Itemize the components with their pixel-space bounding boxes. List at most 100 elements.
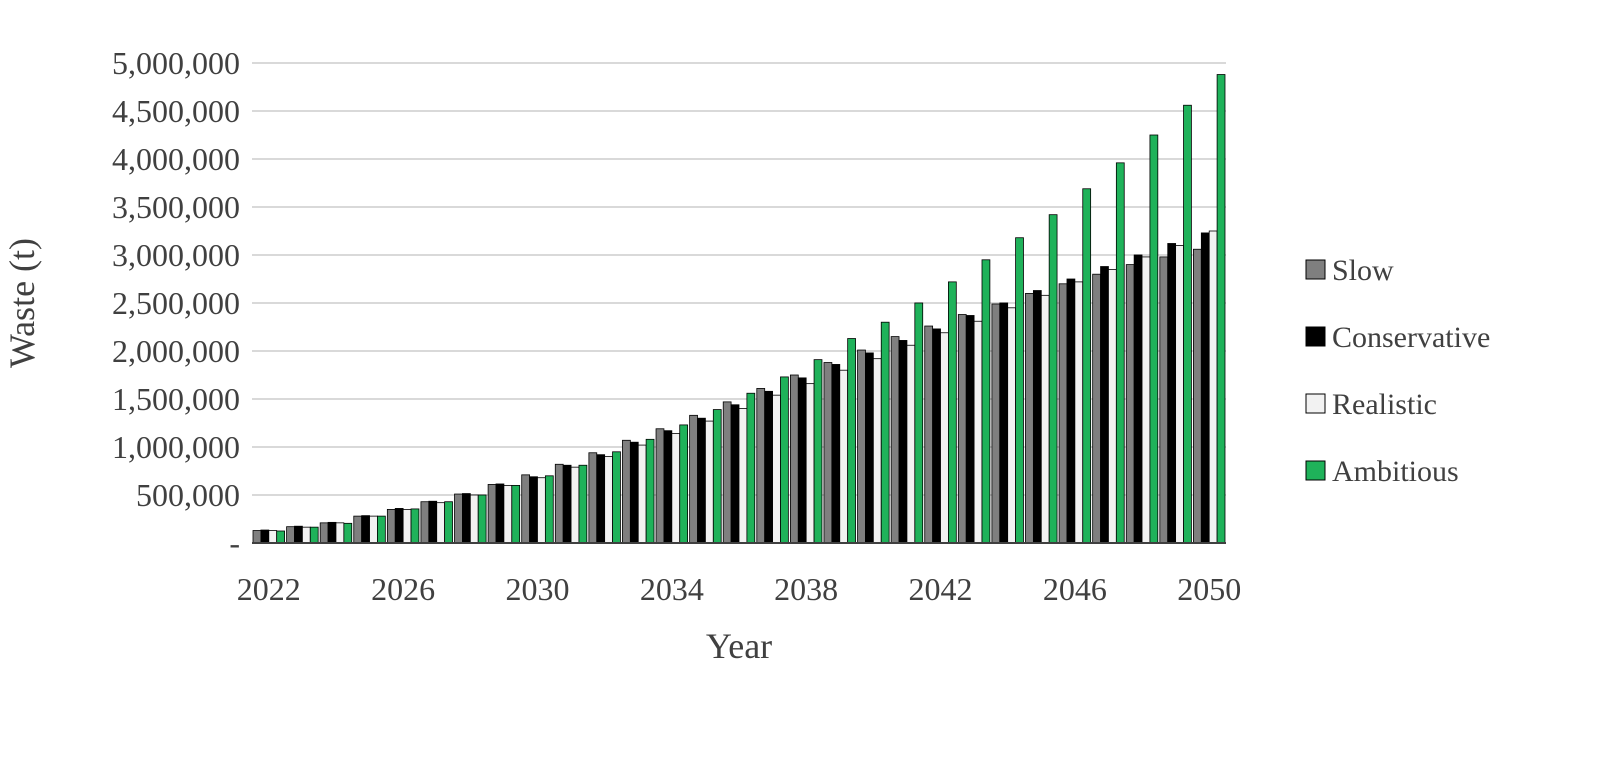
- bar-ambitious-2027: [444, 501, 453, 544]
- bar-conservative-2038: [797, 377, 807, 544]
- bar-realistic-2041: [906, 344, 916, 544]
- legend-label-ambitious: Ambitious: [1332, 455, 1459, 488]
- bar-slow-2025: [353, 515, 363, 544]
- gridlines: [252, 62, 1226, 496]
- bar-conservative-2049: [1167, 243, 1177, 544]
- legend-label-slow: Slow: [1332, 254, 1394, 287]
- bar-conservative-2043: [965, 315, 975, 544]
- bar-realistic-2035: [705, 420, 714, 544]
- bar-realistic-2036: [738, 408, 748, 544]
- bar-conservative-2032: [596, 454, 606, 544]
- bar-conservative-2024: [327, 521, 337, 544]
- bar-slow-2050: [1193, 248, 1202, 544]
- bar-slow-2035: [689, 414, 698, 544]
- bar-conservative-2022: [260, 529, 270, 544]
- bar-ambitious-2029: [511, 484, 521, 544]
- bar-slow-2022: [252, 530, 262, 544]
- bar-slow-2041: [890, 336, 900, 544]
- bar-conservative-2030: [529, 476, 538, 544]
- bar-ambitious-2047: [1115, 162, 1125, 544]
- bar-slow-2045: [1025, 292, 1034, 544]
- bar-ambitious-2038: [813, 359, 823, 544]
- bar-slow-2039: [823, 362, 833, 544]
- bar-ambitious-2033: [645, 438, 655, 544]
- bar-ambitious-2042: [948, 281, 957, 544]
- y-tick-label: 5,000,000: [112, 45, 240, 81]
- bar-realistic-2026: [402, 508, 412, 544]
- bar-realistic-2032: [604, 456, 613, 544]
- legend-label-realistic: Realistic: [1332, 388, 1437, 421]
- bar-conservative-2035: [697, 417, 706, 544]
- bar-realistic-2022: [268, 530, 278, 544]
- bar-ambitious-2034: [679, 424, 689, 544]
- x-axis-ticks: 2022 2026 2030 2034 2038 2042 2046 2050: [237, 571, 1241, 607]
- bar-ambitious-2049: [1183, 104, 1192, 544]
- bar-conservative-2034: [663, 430, 673, 544]
- y-tick-label: 500,000: [136, 477, 240, 513]
- bar-slow-2040: [857, 349, 866, 544]
- bar-conservative-2037: [764, 390, 773, 544]
- y-tick-label: 3,000,000: [112, 237, 240, 273]
- bar-conservative-2023: [294, 525, 303, 544]
- legend: Slow Conservative Realistic Ambitious: [1305, 254, 1490, 488]
- bar-conservative-2045: [1032, 290, 1042, 544]
- bar-conservative-2028: [462, 493, 471, 544]
- bar-realistic-2034: [671, 433, 681, 544]
- bar-ambitious-2043: [981, 259, 991, 544]
- bar-realistic-2037: [772, 394, 781, 544]
- bar-slow-2026: [386, 508, 396, 544]
- bar-slow-2042: [924, 325, 934, 544]
- bar-realistic-2049: [1175, 244, 1184, 544]
- bar-ambitious-2025: [377, 515, 386, 544]
- y-tick-label: 3,500,000: [112, 189, 240, 225]
- bar-conservative-2027: [428, 500, 438, 544]
- bar-slow-2049: [1159, 256, 1169, 544]
- x-tick-label: 2050: [1177, 571, 1241, 607]
- bar-realistic-2045: [1040, 294, 1050, 544]
- bar-conservative-2040: [865, 352, 874, 544]
- legend-swatch-realistic: [1305, 393, 1326, 414]
- bar-conservative-2039: [831, 364, 841, 544]
- bar-ambitious-2044: [1015, 237, 1024, 544]
- bar-realistic-2033: [637, 444, 647, 544]
- bar-slow-2030: [521, 474, 530, 544]
- bar-ambitious-2035: [712, 409, 722, 544]
- bar-slow-2038: [789, 374, 799, 544]
- x-tick-label: 2042: [909, 571, 973, 607]
- bar-realistic-2023: [301, 526, 311, 544]
- y-tick-label: 1,000,000: [112, 429, 240, 465]
- bar-slow-2028: [454, 493, 463, 544]
- bar-slow-2029: [487, 484, 497, 544]
- bar-ambitious-2036: [746, 392, 756, 544]
- bar-ambitious-2050: [1216, 74, 1226, 544]
- bar-ambitious-2032: [612, 451, 621, 544]
- bar-slow-2046: [1058, 283, 1068, 544]
- bar-realistic-2050: [1208, 230, 1218, 544]
- bar-realistic-2047: [1108, 268, 1117, 544]
- bar-ambitious-2022: [276, 530, 285, 544]
- y-tick-label: 2,000,000: [112, 333, 240, 369]
- bar-ambitious-2041: [914, 302, 924, 544]
- y-axis-title: Waste (t): [2, 238, 42, 368]
- bar-conservative-2029: [495, 483, 505, 544]
- x-tick-label: 2034: [640, 571, 704, 607]
- bar-slow-2048: [1125, 264, 1135, 544]
- bar-ambitious-2045: [1048, 214, 1058, 544]
- bar-ambitious-2046: [1082, 188, 1092, 544]
- bars: [252, 74, 1226, 544]
- bar-conservative-2036: [730, 404, 740, 544]
- bar-realistic-2025: [369, 515, 378, 544]
- x-axis-title: Year: [706, 626, 772, 666]
- bar-conservative-2047: [1100, 266, 1109, 544]
- bar-ambitious-2031: [578, 464, 588, 544]
- bar-slow-2027: [420, 501, 430, 544]
- bar-ambitious-2026: [410, 508, 420, 544]
- bar-realistic-2048: [1141, 256, 1151, 544]
- x-tick-label: 2026: [371, 571, 435, 607]
- bar-conservative-2048: [1133, 254, 1143, 544]
- bar-realistic-2042: [940, 332, 949, 544]
- legend-swatch-slow: [1305, 259, 1326, 280]
- bar-conservative-2026: [394, 508, 404, 544]
- bar-slow-2037: [756, 388, 766, 544]
